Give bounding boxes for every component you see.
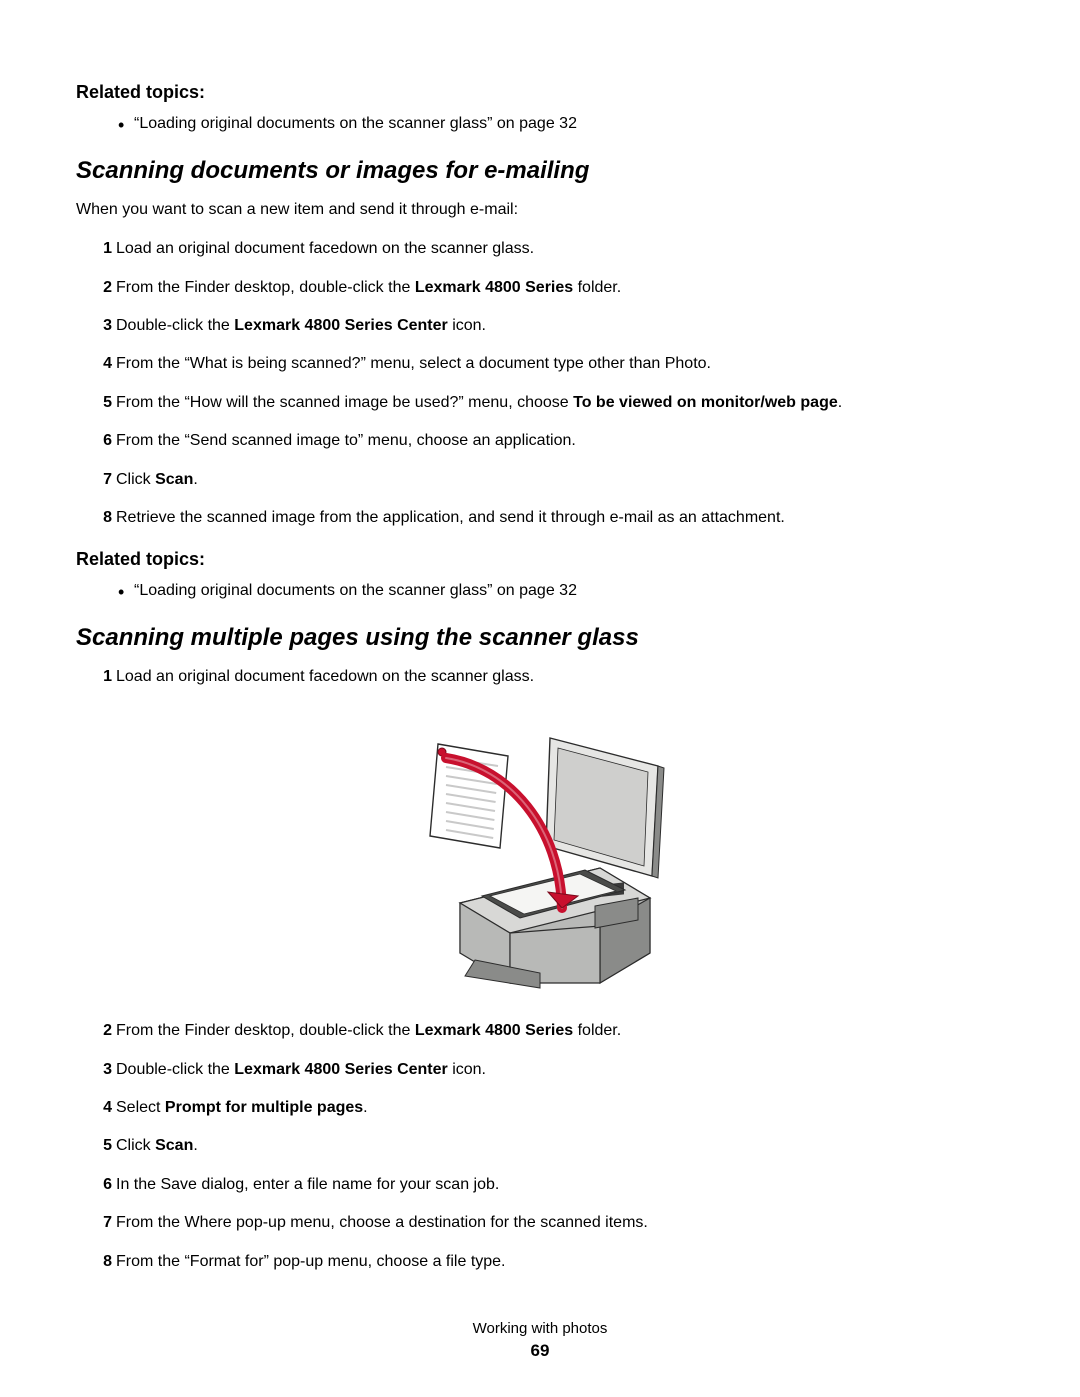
step-item: From the “What is being scanned?” menu, …	[92, 353, 1004, 375]
step-item: From the “Format for” pop-up menu, choos…	[92, 1251, 1004, 1273]
related-topics-heading: Related topics:	[76, 549, 1004, 570]
step-item: Load an original document facedown on th…	[92, 238, 1004, 260]
step-item: Select Prompt for multiple pages.	[92, 1097, 1004, 1119]
step-item: Double-click the Lexmark 4800 Series Cen…	[92, 1059, 1004, 1081]
step-item: From the “How will the scanned image be …	[92, 392, 1004, 414]
related-topic-item: “Loading original documents on the scann…	[118, 580, 1004, 602]
related-topic-item: “Loading original documents on the scann…	[118, 113, 1004, 135]
step-item: From the Finder desktop, double-click th…	[92, 1020, 1004, 1042]
document-page: Related topics: “Loading original docume…	[0, 0, 1080, 1397]
section-intro: When you want to scan a new item and sen…	[76, 199, 1004, 221]
related-topics-list: “Loading original documents on the scann…	[76, 580, 1004, 602]
step-item: Click Scan.	[92, 469, 1004, 491]
step-item: Retrieve the scanned image from the appl…	[92, 507, 1004, 529]
section-heading-multipage: Scanning multiple pages using the scanne…	[76, 624, 1004, 652]
footer-chapter: Working with photos	[0, 1320, 1080, 1337]
step-item: From the Finder desktop, double-click th…	[92, 277, 1004, 299]
related-topics-heading: Related topics:	[76, 82, 1004, 103]
step-item: From the Where pop-up menu, choose a des…	[92, 1212, 1004, 1234]
related-topics-list: “Loading original documents on the scann…	[76, 113, 1004, 135]
step-item: Load an original document facedown on th…	[92, 666, 1004, 688]
section-heading-emailing: Scanning documents or images for e-maili…	[76, 157, 1004, 185]
steps-list-multipage-b: From the Finder desktop, double-click th…	[76, 1020, 1004, 1273]
footer-page-number: 69	[0, 1341, 1080, 1361]
page-footer: Working with photos 69	[0, 1320, 1080, 1361]
step-item: From the “Send scanned image to” menu, c…	[92, 430, 1004, 452]
step-item: Double-click the Lexmark 4800 Series Cen…	[92, 315, 1004, 337]
step-item: Click Scan.	[92, 1135, 1004, 1157]
scanner-illustration-wrap	[76, 708, 1004, 998]
steps-list-emailing: Load an original document facedown on th…	[76, 238, 1004, 529]
step-item: In the Save dialog, enter a file name fo…	[92, 1174, 1004, 1196]
steps-list-multipage-a: Load an original document facedown on th…	[76, 666, 1004, 688]
scanner-illustration	[390, 708, 690, 998]
